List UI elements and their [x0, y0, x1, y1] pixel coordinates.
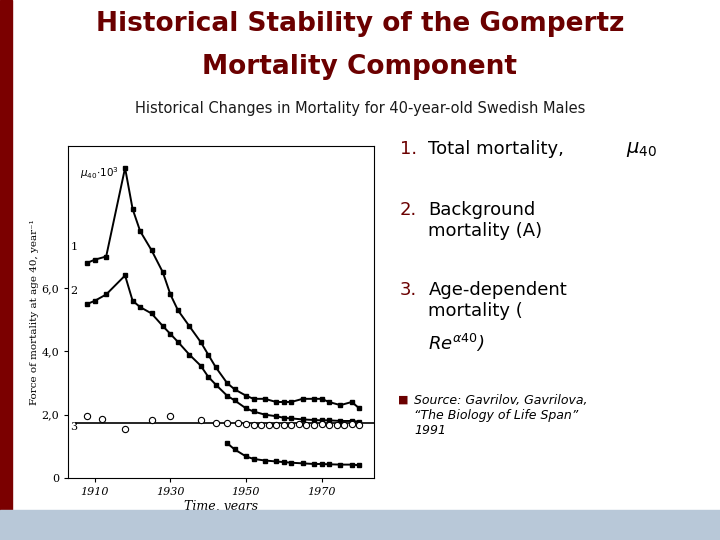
Text: ■: ■ — [398, 394, 409, 404]
Text: $\mu_{40}$: $\mu_{40}$ — [626, 140, 657, 159]
Text: Source: Gavrilov, Gavrilova,
“The Biology of Life Span”
1991: Source: Gavrilov, Gavrilova, “The Biolog… — [414, 394, 588, 437]
Text: Age-dependent
mortality (: Age-dependent mortality ( — [428, 281, 567, 320]
X-axis label: Time, years: Time, years — [184, 500, 258, 512]
Text: 3.: 3. — [400, 281, 417, 299]
Text: $Re^{\alpha 40}$): $Re^{\alpha 40}$) — [428, 332, 485, 354]
Text: 1: 1 — [71, 242, 78, 252]
Text: Historical Changes in Mortality for 40-year-old Swedish Males: Historical Changes in Mortality for 40-y… — [135, 100, 585, 116]
Text: $\mu_{40}{\cdot}10^3$: $\mu_{40}{\cdot}10^3$ — [80, 166, 119, 181]
Text: Mortality Component: Mortality Component — [202, 55, 518, 80]
Text: 2.: 2. — [400, 201, 417, 219]
Text: 3: 3 — [71, 422, 78, 433]
Y-axis label: Force of mortality at age 40, year⁻¹: Force of mortality at age 40, year⁻¹ — [30, 219, 39, 404]
Text: Background
mortality (A): Background mortality (A) — [428, 201, 543, 240]
Text: 1.: 1. — [400, 140, 417, 158]
Text: Historical Stability of the Gompertz: Historical Stability of the Gompertz — [96, 11, 624, 37]
Text: 2: 2 — [71, 286, 78, 296]
Text: Total mortality,: Total mortality, — [428, 140, 570, 158]
